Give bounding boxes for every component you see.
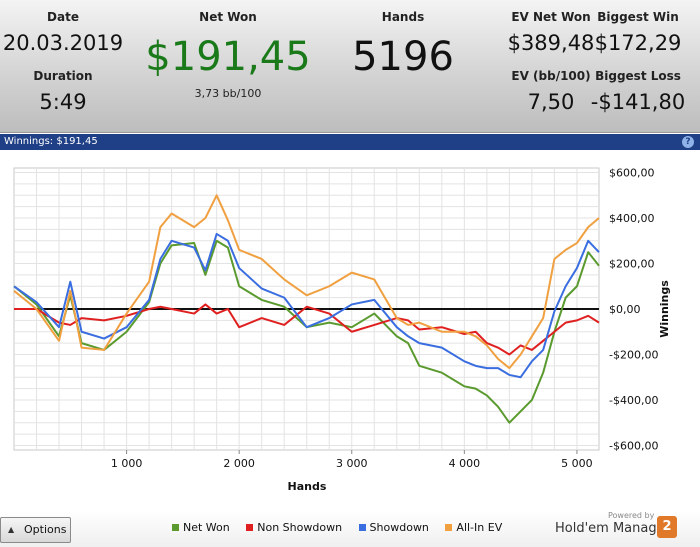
x-tick-label: 2 000 xyxy=(223,457,255,470)
legend-label: Non Showdown xyxy=(257,521,343,534)
legend-swatch xyxy=(172,524,179,531)
y-tick-label: $400,00 xyxy=(609,212,655,225)
series-line-showdown xyxy=(13,232,600,379)
options-button[interactable]: ▲ Options xyxy=(0,517,71,543)
net-won-label: Net Won xyxy=(199,10,257,24)
biggest-loss-label: Biggest Loss xyxy=(595,69,681,83)
legend-net-won[interactable]: Net Won xyxy=(172,521,230,534)
biggest-win-label: Biggest Win xyxy=(597,10,679,24)
ev-net-won-value: $389,48 xyxy=(507,31,595,55)
net-won-value: $191,45 xyxy=(145,34,311,80)
y-axis-label: Winnings xyxy=(658,280,671,338)
legend-all-in-ev[interactable]: All-In EV xyxy=(445,521,502,534)
logo-badge-icon: 2 xyxy=(657,516,677,538)
options-label: Options xyxy=(24,523,67,536)
legend-non-showdown[interactable]: Non Showdown xyxy=(246,521,342,534)
hands-label: Hands xyxy=(381,10,425,24)
series-line-all-in-ev xyxy=(13,194,600,370)
y-tick-label: $0,00 xyxy=(609,303,641,316)
legend-swatch xyxy=(246,524,254,531)
date-value: 20.03.2019 xyxy=(2,31,124,55)
stats-header: Date 20.03.2019 Duration 5:49 Net Won $1… xyxy=(0,0,700,133)
chart-legend: Net Won Non Showdown Showdown All-In EV xyxy=(172,521,515,534)
bottom-bar: ▲ Options Net Won Non Showdown Showdown … xyxy=(0,511,700,547)
y-tick-label: -$200,00 xyxy=(609,348,658,361)
x-tick-label: 5 000 xyxy=(561,457,593,470)
panel-title: Winnings: $191,45 xyxy=(4,136,98,147)
y-tick-label: $600,00 xyxy=(609,167,655,180)
ev-bb-label: EV (bb/100) xyxy=(511,69,591,83)
triangle-up-icon: ▲ xyxy=(8,525,15,534)
panel-title-bar: Winnings: $191,45 ? xyxy=(0,134,700,150)
logo-name: Hold'em Manager xyxy=(555,521,670,536)
legend-swatch xyxy=(358,524,366,531)
y-axis-ticks: $600,00 $400,00 $200,00 $0,00 -$200,00 -$400,… xyxy=(609,167,658,453)
biggest-loss-value: -$141,80 xyxy=(590,90,686,114)
legend-label: Net Won xyxy=(183,521,230,534)
duration-label: Duration xyxy=(33,69,93,83)
help-icon[interactable]: ? xyxy=(682,136,694,148)
ev-bb-value: 7,50 xyxy=(527,90,575,114)
hands-value: 5196 xyxy=(352,34,454,80)
series-line-non-showdown xyxy=(14,303,600,356)
x-axis-ticks: 1 000 2 000 3 000 4 000 5 000 xyxy=(111,450,593,470)
winnings-chart-area: 1 000 2 000 3 000 4 000 5 000 $600,00 $400,00… xyxy=(0,151,700,516)
legend-swatch xyxy=(445,524,453,531)
date-label: Date xyxy=(47,10,79,24)
x-tick-label: 1 000 xyxy=(111,457,143,470)
x-tick-label: 3 000 xyxy=(336,457,368,470)
legend-label: All-In EV xyxy=(456,521,503,534)
logo-powered-by: Powered by xyxy=(608,511,655,520)
x-axis-label: Hands xyxy=(288,480,327,493)
y-tick-label: -$400,00 xyxy=(609,394,658,407)
y-tick-label: $200,00 xyxy=(609,258,655,271)
x-tick-label: 4 000 xyxy=(449,457,481,470)
series-lines xyxy=(13,194,600,424)
winnings-chart: 1 000 2 000 3 000 4 000 5 000 $600,00 $400,00… xyxy=(13,167,671,493)
duration-value: 5:49 xyxy=(39,90,87,114)
y-tick-label: -$600,00 xyxy=(609,439,658,452)
biggest-win-value: $172,29 xyxy=(594,31,682,55)
legend-showdown[interactable]: Showdown xyxy=(358,521,429,534)
legend-label: Showdown xyxy=(369,521,429,534)
series-line-net-won xyxy=(13,239,600,424)
ev-net-won-label: EV Net Won xyxy=(511,10,591,24)
net-won-bb: 3,73 bb/100 xyxy=(194,87,262,100)
